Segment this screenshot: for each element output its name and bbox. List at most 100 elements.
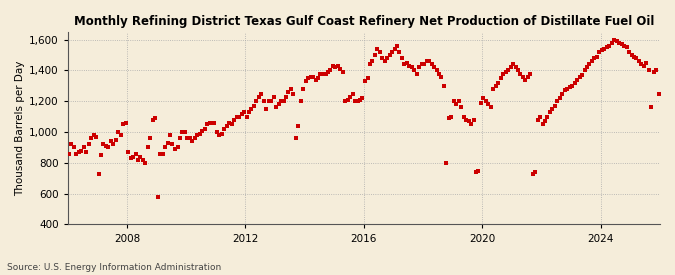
- Point: [71, 152, 82, 156]
- Point: [138, 158, 148, 162]
- Point: [416, 62, 427, 67]
- Point: [342, 98, 353, 102]
- Point: [172, 145, 183, 150]
- Point: [589, 56, 600, 60]
- Point: [488, 87, 499, 91]
- Point: [103, 145, 113, 150]
- Point: [251, 99, 262, 103]
- Point: [278, 99, 289, 103]
- Point: [458, 114, 469, 119]
- Point: [379, 59, 390, 64]
- Point: [123, 150, 134, 154]
- Point: [382, 56, 393, 60]
- Point: [639, 64, 649, 68]
- Point: [619, 44, 630, 48]
- Point: [153, 194, 163, 199]
- Point: [483, 102, 493, 106]
- Point: [540, 119, 551, 123]
- Point: [352, 99, 363, 103]
- Point: [211, 130, 222, 134]
- Text: Source: U.S. Energy Information Administration: Source: U.S. Energy Information Administ…: [7, 263, 221, 272]
- Point: [387, 50, 398, 54]
- Point: [392, 44, 402, 48]
- Point: [135, 155, 146, 159]
- Point: [81, 150, 92, 154]
- Point: [360, 79, 371, 83]
- Point: [624, 50, 634, 54]
- Point: [591, 54, 602, 59]
- Point: [533, 117, 543, 122]
- Point: [372, 47, 383, 51]
- Point: [443, 116, 454, 120]
- Point: [108, 142, 119, 147]
- Point: [633, 59, 644, 64]
- Point: [192, 133, 202, 137]
- Point: [547, 107, 558, 111]
- Point: [83, 142, 94, 147]
- Point: [182, 136, 193, 141]
- Point: [576, 73, 587, 77]
- Point: [204, 121, 215, 125]
- Point: [609, 37, 620, 42]
- Point: [594, 50, 605, 54]
- Point: [599, 47, 610, 51]
- Point: [68, 145, 79, 150]
- Point: [473, 168, 484, 173]
- Point: [345, 94, 356, 99]
- Point: [310, 78, 321, 82]
- Point: [330, 65, 341, 70]
- Point: [554, 96, 565, 100]
- Point: [429, 65, 439, 70]
- Point: [481, 99, 491, 103]
- Point: [478, 96, 489, 100]
- Point: [266, 99, 277, 103]
- Point: [76, 148, 86, 153]
- Point: [105, 139, 116, 144]
- Point: [275, 99, 286, 103]
- Point: [601, 45, 612, 50]
- Point: [453, 99, 464, 103]
- Point: [631, 56, 642, 60]
- Point: [433, 71, 444, 76]
- Point: [503, 68, 514, 73]
- Point: [115, 133, 126, 137]
- Point: [187, 139, 198, 144]
- Point: [456, 105, 466, 110]
- Point: [557, 91, 568, 96]
- Point: [335, 67, 346, 71]
- Point: [226, 122, 237, 127]
- Point: [399, 62, 410, 67]
- Point: [236, 111, 247, 116]
- Point: [646, 105, 657, 110]
- Point: [333, 64, 344, 68]
- Point: [648, 70, 659, 74]
- Point: [587, 59, 597, 64]
- Point: [572, 78, 583, 82]
- Title: Monthly Refining District Texas Gulf Coast Refinery Net Production of Distillate: Monthly Refining District Texas Gulf Coa…: [74, 15, 654, 28]
- Point: [614, 40, 624, 45]
- Point: [402, 60, 412, 65]
- Point: [256, 91, 267, 96]
- Point: [140, 161, 151, 165]
- Point: [439, 84, 450, 88]
- Point: [564, 85, 575, 90]
- Point: [542, 114, 553, 119]
- Point: [475, 101, 486, 105]
- Point: [194, 131, 205, 136]
- Point: [411, 71, 422, 76]
- Point: [101, 144, 111, 148]
- Point: [239, 110, 250, 114]
- Point: [562, 87, 573, 91]
- Point: [165, 133, 176, 137]
- Point: [110, 138, 121, 142]
- Point: [117, 122, 128, 127]
- Point: [189, 136, 200, 141]
- Point: [574, 75, 585, 79]
- Point: [157, 152, 168, 156]
- Point: [196, 128, 207, 133]
- Point: [298, 87, 308, 91]
- Point: [441, 161, 452, 165]
- Point: [318, 71, 329, 76]
- Point: [224, 121, 235, 125]
- Point: [522, 75, 533, 79]
